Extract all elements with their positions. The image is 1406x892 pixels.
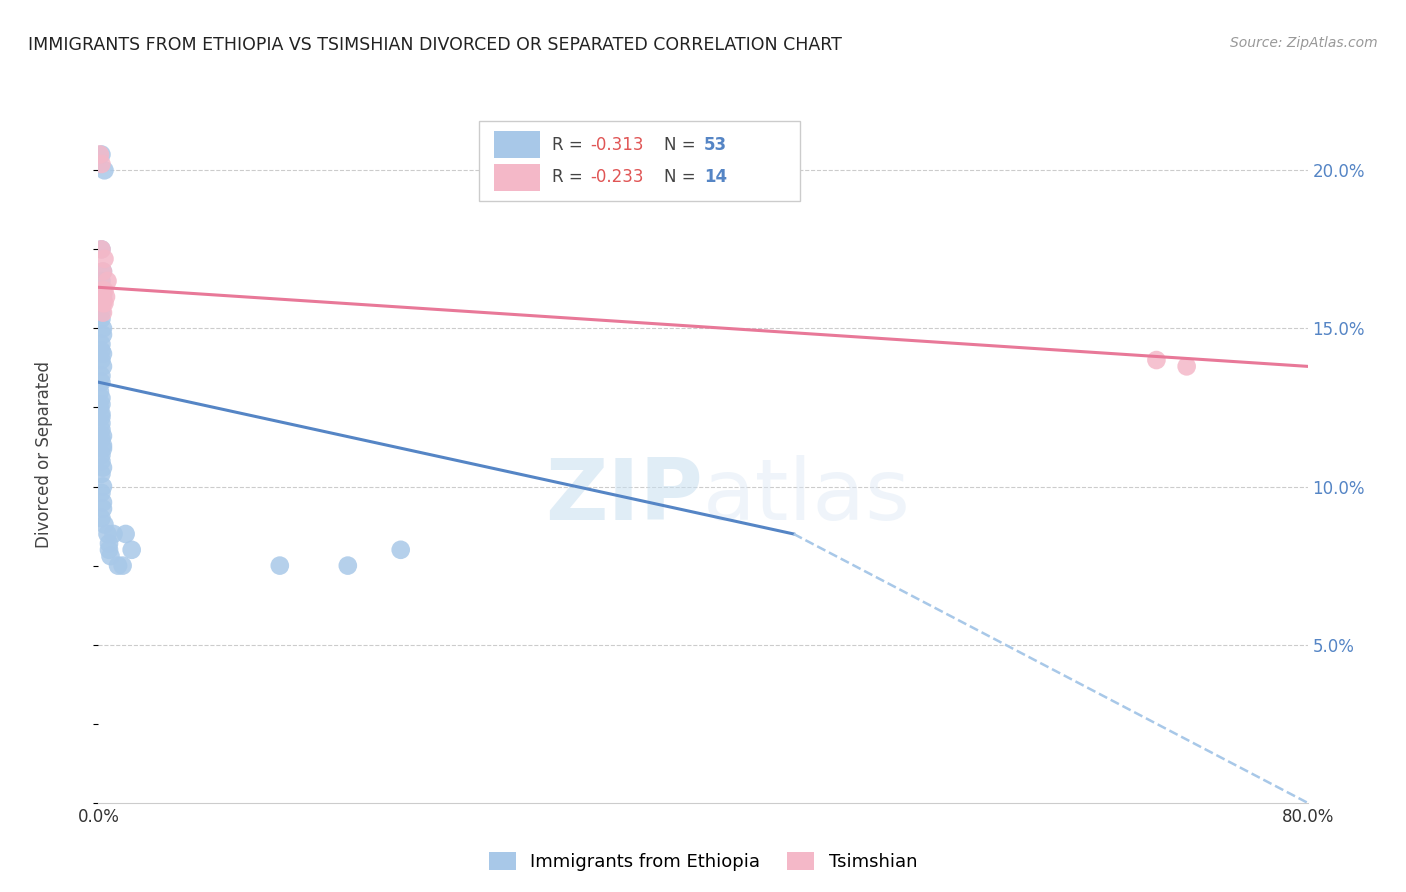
Point: [91, 347, 114, 361]
Point: [90, 511, 112, 525]
Point: [93, 284, 115, 298]
Point: [91, 438, 114, 452]
Point: [90, 147, 112, 161]
Point: [90, 391, 112, 405]
Point: [111, 558, 134, 573]
Point: [91, 296, 114, 310]
Point: [93, 517, 115, 532]
Point: [90, 409, 112, 424]
Point: [89, 384, 111, 399]
Point: [90, 417, 112, 431]
Point: [100, 549, 122, 563]
Text: IMMIGRANTS FROM ETHIOPIA VS TSIMSHIAN DIVORCED OR SEPARATED CORRELATION CHART: IMMIGRANTS FROM ETHIOPIA VS TSIMSHIAN DI…: [28, 36, 842, 54]
Point: [90, 397, 112, 411]
Point: [90, 312, 112, 326]
Legend: Immigrants from Ethiopia, Tsimshian: Immigrants from Ethiopia, Tsimshian: [481, 845, 925, 879]
Point: [90, 448, 112, 462]
Point: [90, 243, 112, 257]
Point: [96, 527, 118, 541]
Text: Source: ZipAtlas.com: Source: ZipAtlas.com: [1230, 36, 1378, 50]
Point: [89, 147, 111, 161]
Point: [90, 157, 112, 171]
Point: [114, 527, 136, 541]
Bar: [494, 131, 540, 158]
Point: [90, 305, 112, 319]
Point: [103, 527, 125, 541]
Point: [94, 290, 117, 304]
Point: [91, 327, 114, 342]
Point: [90, 486, 112, 500]
Point: [91, 460, 114, 475]
Text: atlas: atlas: [703, 455, 911, 538]
Point: [90, 454, 112, 468]
Point: [389, 542, 412, 557]
Text: 14: 14: [704, 169, 727, 186]
Point: [269, 558, 291, 573]
Point: [96, 274, 118, 288]
Point: [90, 337, 112, 351]
Point: [91, 429, 114, 443]
FancyBboxPatch shape: [479, 121, 800, 201]
Bar: [494, 164, 540, 191]
Point: [90, 407, 112, 421]
Text: Divorced or Separated: Divorced or Separated: [35, 361, 53, 549]
Point: [90, 343, 112, 358]
Point: [91, 290, 114, 304]
Point: [90, 423, 112, 437]
Text: N =: N =: [664, 136, 702, 153]
Point: [90, 353, 112, 368]
Point: [91, 479, 114, 493]
Point: [91, 321, 114, 335]
Point: [336, 558, 359, 573]
Point: [121, 542, 143, 557]
Point: [91, 264, 114, 278]
Point: [90, 274, 112, 288]
Text: R =: R =: [551, 136, 588, 153]
Point: [93, 252, 115, 266]
Point: [1144, 353, 1167, 368]
Point: [91, 305, 114, 319]
Point: [90, 284, 112, 298]
Point: [90, 375, 112, 389]
Point: [90, 368, 112, 383]
Point: [90, 296, 112, 310]
Point: [107, 558, 129, 573]
Point: [89, 401, 111, 415]
Text: ZIP: ZIP: [546, 455, 703, 538]
Point: [93, 296, 115, 310]
Text: N =: N =: [664, 169, 702, 186]
Text: -0.233: -0.233: [591, 169, 644, 186]
Text: R =: R =: [551, 169, 588, 186]
Point: [90, 243, 112, 257]
Point: [91, 284, 114, 298]
Point: [1175, 359, 1198, 374]
Point: [93, 163, 115, 178]
Point: [90, 467, 112, 481]
Point: [91, 495, 114, 509]
Point: [98, 536, 121, 550]
Text: -0.313: -0.313: [591, 136, 644, 153]
Point: [90, 432, 112, 446]
Point: [91, 359, 114, 374]
Point: [91, 501, 114, 516]
Point: [91, 264, 114, 278]
Point: [91, 442, 114, 456]
Point: [98, 542, 121, 557]
Text: 53: 53: [704, 136, 727, 153]
